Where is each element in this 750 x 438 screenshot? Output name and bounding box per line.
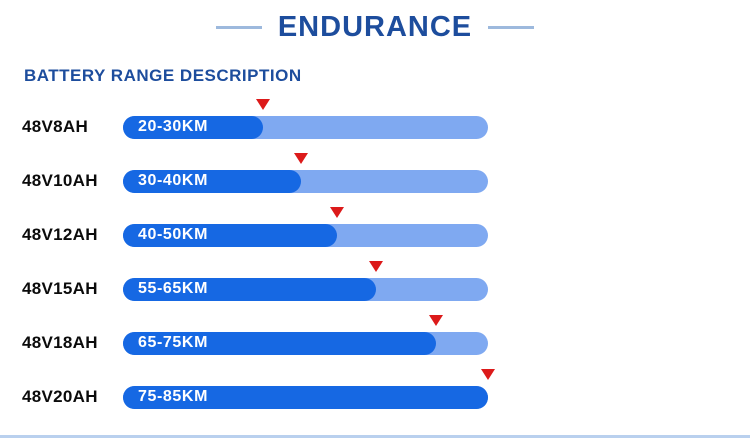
battery-label: 48V15AH — [22, 279, 98, 298]
marker-triangle-icon — [329, 206, 344, 218]
title-rule-left — [215, 25, 262, 29]
chart-header: ENDURANCE — [0, 10, 750, 44]
battery-label: 48V10AH — [22, 171, 98, 190]
marker-triangle-icon — [429, 314, 444, 326]
bar-fill: 20-30KM — [123, 115, 264, 139]
battery-label: 48V18AH — [22, 333, 98, 352]
chart-row: 48V10AH 30-40KM — [0, 152, 750, 208]
range-label: 30-40KM — [138, 172, 209, 189]
range-label: 40-50KM — [138, 226, 209, 243]
bar-fill: 30-40KM — [123, 169, 302, 193]
range-label: 55-65KM — [138, 280, 209, 297]
bar-fill: 65-75KM — [123, 331, 437, 355]
range-label: 20-30KM — [138, 118, 209, 135]
bar-track: 30-40KM — [123, 152, 488, 193]
range-label: 65-75KM — [138, 334, 209, 351]
bar-track: 65-75KM — [123, 314, 488, 355]
chart-row: 48V15AH 55-65KM — [0, 260, 750, 316]
battery-label: 48V8AH — [22, 117, 89, 136]
bar-fill: 40-50KM — [123, 223, 337, 247]
marker-triangle-icon — [294, 152, 309, 164]
battery-label: 48V20AH — [22, 387, 98, 406]
chart-row: 48V20AH 75-85KM — [0, 368, 750, 424]
bar-fill: 55-65KM — [123, 277, 376, 301]
chart-row: 48V12AH 40-50KM — [0, 206, 750, 262]
range-label: 75-85KM — [138, 388, 209, 405]
section-subtitle: BATTERY RANGE DESCRIPTION — [24, 66, 302, 85]
chart-row: 48V18AH 65-75KM — [0, 314, 750, 370]
bar-fill: 75-85KM — [123, 385, 488, 409]
marker-triangle-icon — [256, 98, 271, 110]
bar-track: 40-50KM — [123, 206, 488, 247]
bar-track: 20-30KM — [123, 98, 488, 139]
bar-track: 75-85KM — [123, 368, 495, 409]
marker-triangle-icon — [368, 260, 383, 272]
title-rule-right — [488, 25, 535, 29]
chart-row: 48V8AH 20-30KM — [0, 98, 750, 154]
battery-label: 48V12AH — [22, 225, 98, 244]
page-title: ENDURANCE — [277, 11, 473, 43]
marker-triangle-icon — [481, 368, 495, 380]
battery-range-chart: 48V8AH 20-30KM 48V10AH 30-40KM 48V12AH 4… — [0, 98, 750, 424]
bar-track: 55-65KM — [123, 260, 488, 301]
